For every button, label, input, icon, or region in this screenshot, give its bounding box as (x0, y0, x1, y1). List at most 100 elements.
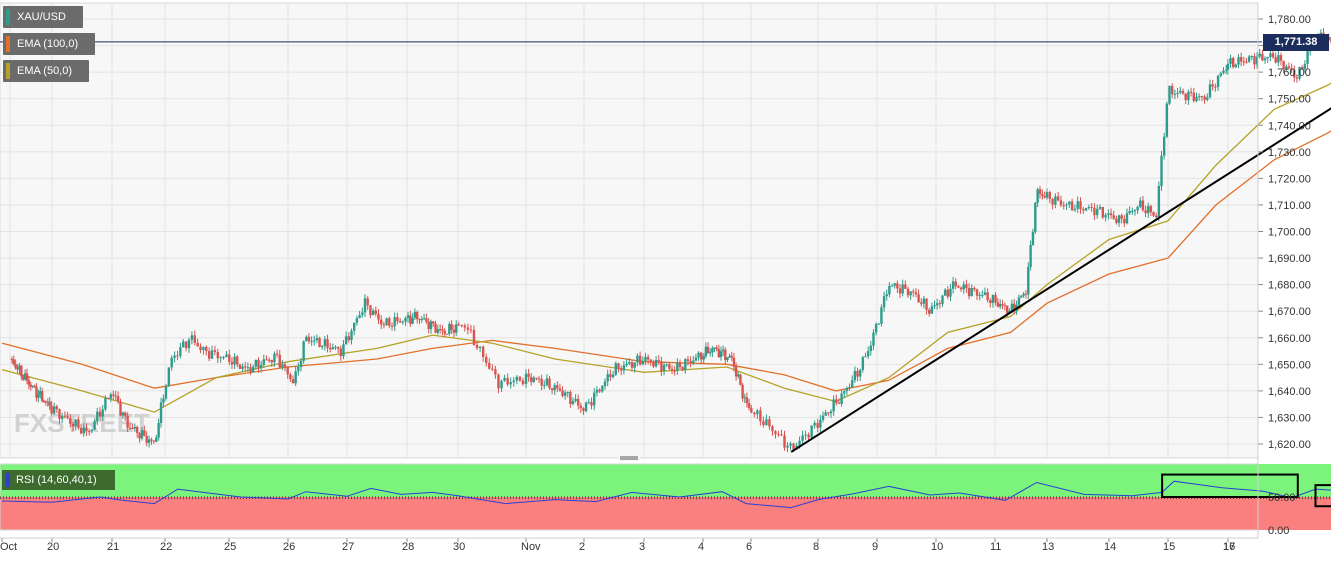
y-tick-label: 1,630.00 (1268, 412, 1311, 424)
candle-body (165, 386, 167, 398)
candle-body (756, 410, 758, 414)
candle-body (886, 294, 888, 296)
y-tick-label: 1,650.00 (1268, 359, 1311, 371)
candle-body (1046, 192, 1048, 198)
candle-body (862, 357, 864, 370)
candle-body (369, 305, 371, 315)
candle-body (41, 391, 43, 401)
rsi-lower-zone (0, 497, 1331, 530)
candle-body (217, 352, 219, 358)
candle-body (162, 398, 164, 402)
candle-body (375, 310, 377, 314)
candle-body (798, 441, 800, 446)
candle-body (593, 393, 595, 406)
candle-body (650, 360, 652, 362)
x-tick-label: 28 (402, 541, 414, 553)
candle-body (326, 339, 328, 348)
candle-body (1203, 96, 1205, 99)
legend-xauusd[interactable]: XAU/USD (3, 6, 83, 28)
candle-body (83, 428, 85, 434)
candle-body (601, 386, 603, 391)
candle-body (1232, 58, 1234, 67)
candle-body (768, 419, 770, 426)
candle-body (679, 363, 681, 367)
candle-body (388, 318, 390, 326)
legend-swatch-ema50 (6, 63, 10, 79)
candle-body (612, 375, 614, 377)
candle-body (75, 419, 77, 426)
candle-body (418, 319, 420, 320)
x-tick-label: 27 (342, 541, 354, 553)
candle-body (582, 408, 584, 411)
candle-body (249, 367, 251, 372)
candle-body (726, 357, 728, 360)
candle-body (854, 371, 856, 380)
candle-body (724, 350, 726, 360)
candle-body (380, 320, 382, 325)
candle-body (1267, 57, 1269, 58)
candle-body (214, 350, 216, 352)
candle-body (321, 346, 323, 347)
candle-body (202, 347, 204, 350)
candle-body (733, 358, 735, 367)
candle-body (1220, 73, 1222, 75)
candle-body (623, 365, 625, 370)
candle-body (533, 378, 535, 382)
candle-body (88, 431, 90, 432)
candle-body (848, 387, 850, 388)
candle-body (1136, 207, 1138, 210)
candle-body (179, 347, 181, 356)
candle-body (313, 340, 315, 341)
candle-body (53, 406, 55, 413)
pane-resize-handle[interactable] (618, 455, 640, 461)
candle-body (1063, 205, 1065, 206)
candle-body (1193, 93, 1195, 101)
rsi-legend-label: RSI (14,60,40,1) (16, 474, 97, 486)
candle-body (337, 347, 339, 348)
candle-body (917, 294, 919, 302)
legend-ema50[interactable]: EMA (50,0) (3, 60, 89, 82)
legend-ema100[interactable]: EMA (100,0) (3, 33, 95, 55)
candle-body (153, 441, 155, 442)
candle-body (920, 302, 922, 303)
candle-body (655, 360, 657, 366)
rsi-legend[interactable]: RSI (14,60,40,1) (2, 470, 115, 490)
candle-body (64, 416, 66, 417)
candle-body (765, 419, 767, 425)
candle-body (93, 421, 95, 429)
candle-body (810, 426, 812, 438)
candle-body (104, 398, 106, 409)
candle-body (1115, 219, 1117, 223)
candle-body (421, 319, 423, 320)
candle-body (899, 288, 901, 293)
candle-body (1155, 216, 1157, 217)
candle-body (807, 435, 809, 438)
candle-body (61, 416, 63, 419)
candle-body (519, 377, 521, 381)
candle-body (239, 364, 241, 368)
candle-body (273, 354, 275, 363)
candle-body (1057, 196, 1059, 200)
candle-body (835, 399, 837, 402)
x-tick-label: 26 (283, 541, 295, 553)
candle-body (1020, 296, 1022, 298)
candle-body (257, 360, 259, 368)
candle-body (69, 418, 71, 424)
candle-body (709, 352, 711, 353)
candle-body (497, 375, 499, 389)
candle-body (182, 342, 184, 348)
candle-body (804, 435, 806, 436)
candle-body (577, 399, 579, 406)
candle-body (416, 312, 418, 319)
candle-body (20, 366, 22, 377)
candle-body (513, 381, 515, 383)
candle-body (1076, 201, 1078, 209)
candle-body (596, 390, 598, 393)
y-tick-label: 1,670.00 (1268, 306, 1311, 318)
candle-body (1071, 202, 1073, 211)
candle-body (1217, 76, 1219, 87)
candle-body (143, 430, 145, 436)
candle-body (1051, 199, 1053, 205)
candle-body (676, 363, 678, 371)
candle-body (358, 315, 360, 318)
